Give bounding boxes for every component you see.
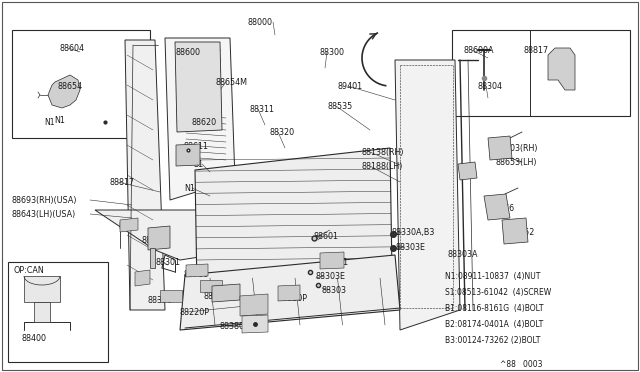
Text: 88653(LH): 88653(LH) <box>496 158 538 167</box>
Text: 88535: 88535 <box>327 102 352 111</box>
Polygon shape <box>278 285 300 301</box>
Text: 88327: 88327 <box>204 292 229 301</box>
Text: 88700: 88700 <box>183 270 208 279</box>
Text: B1: B1 <box>138 272 148 281</box>
Text: N1: N1 <box>184 184 195 193</box>
Polygon shape <box>502 218 528 244</box>
Polygon shape <box>458 162 477 180</box>
Text: N1: N1 <box>44 118 54 127</box>
Polygon shape <box>95 210 280 260</box>
Text: B2:08174-0401A  (4)BOLT: B2:08174-0401A (4)BOLT <box>445 320 543 329</box>
Polygon shape <box>212 284 240 302</box>
Text: 88611: 88611 <box>184 142 209 151</box>
Text: 88188(LH): 88188(LH) <box>362 162 403 171</box>
Text: 88303A: 88303A <box>448 250 479 259</box>
Text: 88654: 88654 <box>58 82 83 91</box>
Polygon shape <box>125 40 165 310</box>
Text: 88600: 88600 <box>175 48 200 57</box>
Polygon shape <box>484 194 510 220</box>
Text: 88330: 88330 <box>148 296 173 305</box>
Bar <box>12 30 150 138</box>
Polygon shape <box>242 315 268 333</box>
Polygon shape <box>548 48 575 90</box>
Text: 88000: 88000 <box>248 18 273 27</box>
Polygon shape <box>148 226 170 250</box>
Text: 88817: 88817 <box>524 46 549 55</box>
Text: 88452: 88452 <box>142 236 167 245</box>
Polygon shape <box>34 302 50 322</box>
Polygon shape <box>320 252 344 269</box>
Polygon shape <box>24 276 60 302</box>
Polygon shape <box>240 294 268 316</box>
Text: N1:08911-10837  (4)NUT: N1:08911-10837 (4)NUT <box>445 272 540 281</box>
Polygon shape <box>150 248 155 268</box>
Polygon shape <box>176 144 200 166</box>
Text: 88320: 88320 <box>270 128 295 137</box>
Text: 88220P: 88220P <box>179 308 209 317</box>
Text: B1:08116-8161G  (4)BOLT: B1:08116-8161G (4)BOLT <box>445 304 543 313</box>
Polygon shape <box>120 218 138 232</box>
Polygon shape <box>135 270 150 286</box>
Text: 88601: 88601 <box>313 232 338 241</box>
Text: 88400: 88400 <box>22 334 47 343</box>
Text: 88301: 88301 <box>155 258 180 267</box>
Text: 88600A: 88600A <box>464 46 495 55</box>
Bar <box>8 262 108 362</box>
Text: 88303: 88303 <box>322 286 347 295</box>
Text: N1: N1 <box>54 116 65 125</box>
Polygon shape <box>175 42 222 132</box>
Polygon shape <box>395 60 460 330</box>
Text: 88220P: 88220P <box>278 294 308 303</box>
Text: 88300: 88300 <box>319 48 344 57</box>
Polygon shape <box>488 136 512 160</box>
Text: 88643(LH)(USA): 88643(LH)(USA) <box>12 210 76 219</box>
Text: 89452: 89452 <box>510 228 536 237</box>
Text: S1:08513-61042  (4)SCREW: S1:08513-61042 (4)SCREW <box>445 288 551 297</box>
Text: S1: S1 <box>194 160 204 169</box>
Text: 88138(RH): 88138(RH) <box>362 148 404 157</box>
Polygon shape <box>180 255 400 330</box>
Text: 88620: 88620 <box>192 118 217 127</box>
Text: B3:00124-73262 (2)BOLT: B3:00124-73262 (2)BOLT <box>445 336 540 345</box>
Bar <box>452 30 630 116</box>
Text: 88603(RH): 88603(RH) <box>496 144 538 153</box>
Text: OP:CAN: OP:CAN <box>14 266 45 275</box>
Text: ^88   0003: ^88 0003 <box>500 360 543 369</box>
Text: 88451: 88451 <box>324 258 349 267</box>
Polygon shape <box>48 75 80 108</box>
Text: 88817: 88817 <box>110 178 135 187</box>
Text: 88693(RH)(USA): 88693(RH)(USA) <box>12 196 77 205</box>
Text: 88304: 88304 <box>478 82 503 91</box>
Polygon shape <box>160 290 182 302</box>
Bar <box>185 110 227 160</box>
Text: 89401: 89401 <box>338 82 363 91</box>
Polygon shape <box>195 148 392 290</box>
Polygon shape <box>200 280 222 292</box>
Text: 88876: 88876 <box>490 204 515 213</box>
Polygon shape <box>186 264 208 277</box>
Text: 88303E: 88303E <box>316 272 346 281</box>
Text: 88380: 88380 <box>220 322 245 331</box>
Text: 88654M: 88654M <box>215 78 247 87</box>
Text: 88303E: 88303E <box>396 243 426 252</box>
Text: 88604: 88604 <box>60 44 85 53</box>
Polygon shape <box>165 38 235 200</box>
Text: 88311: 88311 <box>249 105 274 114</box>
Text: 88330A,B3: 88330A,B3 <box>392 228 435 237</box>
Text: B2: B2 <box>118 222 129 231</box>
